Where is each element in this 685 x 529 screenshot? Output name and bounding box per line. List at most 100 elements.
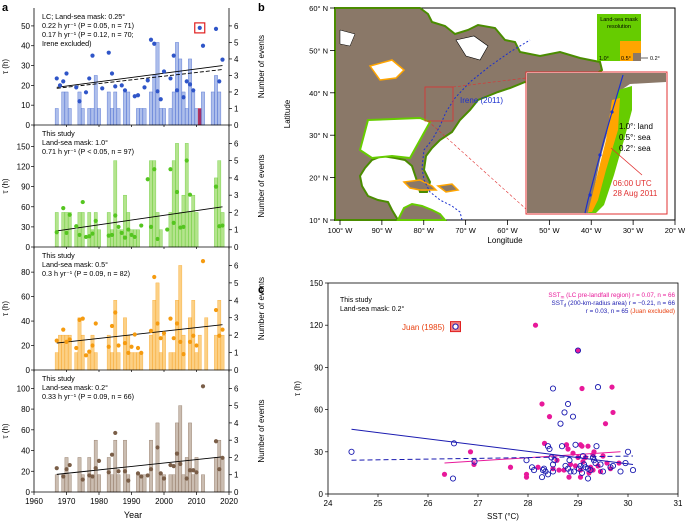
event-count-bar	[214, 75, 218, 126]
event-count-bar	[54, 212, 59, 248]
event-count-bar	[155, 212, 160, 248]
sstm-point	[575, 347, 581, 354]
event-count-bar	[155, 42, 160, 126]
x-tick-label: 1990	[123, 497, 141, 506]
x-tick-label: 30	[624, 499, 633, 508]
inset-text-line: 0.5°: sea	[619, 133, 651, 142]
sstd-point	[549, 468, 557, 475]
sstm-point	[539, 401, 545, 407]
y2-tick-label: 6	[234, 261, 239, 270]
map-inset: 1.0°: land 0.5°: sea 0.2°: sea 06:00 UTC…	[525, 71, 668, 215]
event-count-bar	[191, 194, 196, 248]
x-tick-label: 2020	[220, 497, 238, 506]
y-tick-label: 50	[21, 22, 30, 31]
event-count-bar	[149, 160, 153, 248]
y-tick-label: 0	[26, 488, 31, 497]
event-count-bar	[149, 439, 153, 493]
panel-label-c: c	[258, 284, 264, 296]
event-count-bar	[93, 212, 98, 248]
legend-item: 1.0°	[599, 56, 609, 62]
subplot-a1: 0 10 20 30 40 50 0 1 2 3 4 5 6 τ (h) Number of events L…	[1, 8, 266, 130]
subplot-annotation: This study	[42, 374, 75, 383]
tau-point	[168, 462, 173, 468]
subplot-annotation: 0.71 h yr⁻¹ (P < 0.05, n = 97)	[42, 147, 134, 156]
event-count-bar	[152, 75, 157, 126]
tau-point	[161, 331, 167, 336]
event-count-bar	[178, 265, 183, 371]
y2-tick-label: 2	[234, 208, 239, 217]
subplot-a2: 0 30 60 90 120 150 0 1 2 3 4 5 6 τ (h) Number of event…	[1, 125, 266, 252]
year-axis-label: Year	[124, 510, 142, 520]
sstm-point	[535, 464, 541, 470]
latitude-label: Latitude	[283, 99, 292, 128]
tau-point	[197, 25, 202, 30]
lon-tick-label: 100° W	[328, 226, 354, 235]
event-count-bar	[67, 108, 72, 126]
subplot-annotation: 0.22 h yr⁻¹ (P = 0.05, n = 71)	[42, 21, 134, 30]
sstd-point	[589, 454, 597, 461]
sstd-point	[561, 409, 568, 416]
tau-point	[148, 224, 154, 229]
storm-label: Irene (2011)	[460, 96, 503, 105]
y-tick-label: 120	[310, 321, 324, 330]
event-count-bar	[158, 352, 163, 371]
sstd-point	[629, 467, 637, 474]
tau-point	[148, 467, 154, 472]
sstd-point	[567, 468, 574, 475]
tau-axis-label: τ (h)	[1, 301, 10, 316]
y-tick-label: 0	[319, 490, 324, 499]
x-tick-label: 29	[574, 499, 583, 508]
legend-juan-excluded: r = 0.03, n = 65 (Juan excluded)	[586, 308, 675, 315]
tau-point	[129, 344, 134, 349]
y2-tick-label: 5	[234, 279, 239, 288]
subplot-a4: 0 20 40 60 80 100 0 1 2 3 4 5 6 1960 1970 1980 1990 2000 2…	[1, 370, 266, 506]
event-count-bar	[149, 334, 153, 371]
tau-point	[61, 327, 66, 332]
sstd-point	[549, 385, 557, 392]
event-count-bar	[106, 334, 111, 371]
tau-point	[87, 473, 92, 478]
y-tick-label: 40	[21, 42, 30, 51]
trend-line	[444, 451, 621, 464]
x-tick-label: 1980	[90, 497, 108, 506]
tau-point	[161, 476, 167, 481]
tau-point	[142, 85, 147, 90]
sstd-point	[546, 445, 553, 453]
tau-point	[213, 439, 219, 444]
tau-point	[80, 316, 85, 321]
event-count-bar	[210, 91, 215, 126]
tau-point	[158, 97, 163, 102]
tau-point	[145, 78, 150, 83]
tau-point	[93, 218, 98, 223]
subplot-annotation: This study	[42, 251, 75, 260]
sstm-point	[523, 471, 530, 477]
events-axis-label: Number of events	[257, 399, 266, 462]
tau-point	[132, 94, 137, 99]
tau-point	[191, 468, 196, 473]
sstd-point	[584, 465, 592, 472]
sstm-point	[541, 440, 548, 446]
tau-point	[96, 458, 102, 464]
trend-line	[56, 456, 223, 475]
lon-tick-label: 90° W	[372, 226, 393, 235]
panel-label-b: b	[258, 2, 265, 14]
tau-point	[191, 88, 196, 93]
tau-point	[106, 470, 111, 475]
tau-point	[109, 232, 115, 238]
tau-point	[87, 349, 92, 354]
tau-point	[54, 76, 59, 81]
sstd-point	[544, 471, 552, 478]
tau-point	[145, 177, 150, 182]
event-count-bar	[197, 108, 202, 126]
tau-point	[106, 50, 111, 55]
tau-point	[217, 333, 222, 338]
event-count-bar	[77, 91, 82, 126]
y-tick-label: 40	[21, 447, 30, 456]
y2-tick-label: 6	[234, 139, 239, 148]
event-count-bar	[54, 474, 59, 493]
zoom-guide-bottom	[427, 120, 527, 210]
subplot-annotation: This study	[42, 129, 75, 138]
sstm-point	[579, 385, 585, 392]
event-count-bar	[158, 229, 163, 248]
sstd-point	[574, 347, 582, 354]
